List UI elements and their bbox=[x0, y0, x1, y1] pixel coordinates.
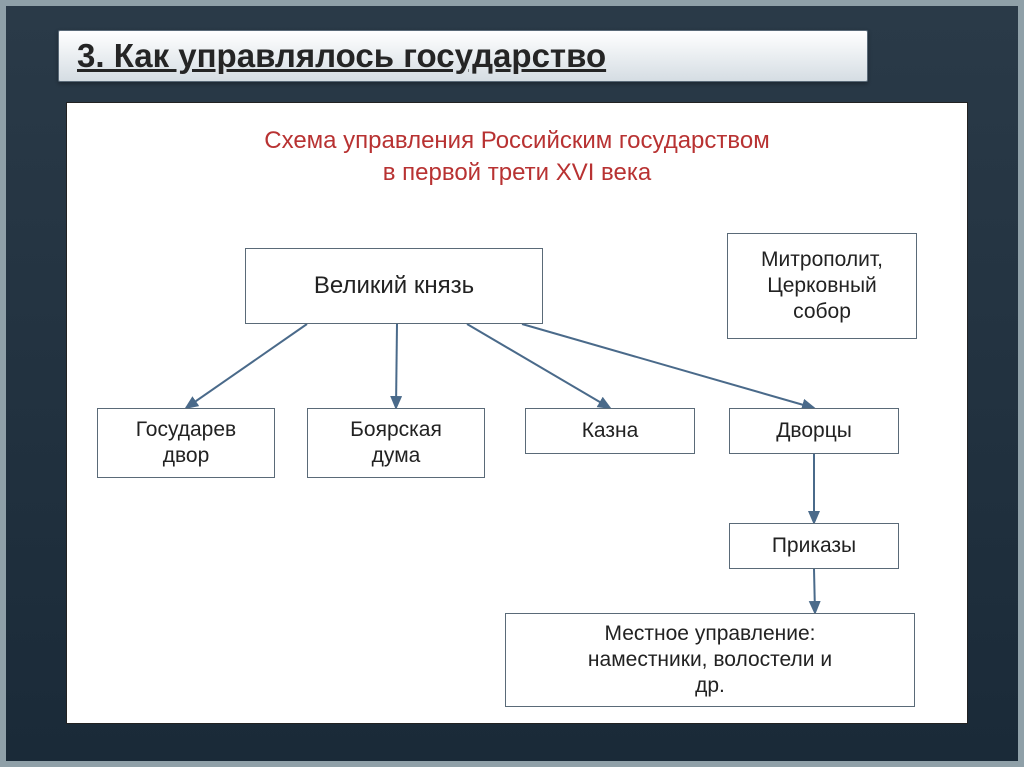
node-prikazy: Приказы bbox=[729, 523, 899, 569]
edge-grand_prince-boyar_duma bbox=[396, 324, 397, 408]
node-dvortsy: Дворцы bbox=[729, 408, 899, 454]
node-kazna: Казна bbox=[525, 408, 695, 454]
slide-title-bar: 3. Как управлялось государство bbox=[58, 30, 868, 82]
node-boyar_duma: Боярская дума bbox=[307, 408, 485, 478]
diagram-panel: Схема управления Российским государством… bbox=[66, 102, 968, 724]
node-local: Местное управление: наместники, волостел… bbox=[505, 613, 915, 707]
node-metropolitan: Митрополит, Церковный собор bbox=[727, 233, 917, 339]
subtitle-line-1: Схема управления Российским государством bbox=[264, 127, 769, 154]
diagram-subtitle: Схема управления Российским государством… bbox=[67, 125, 967, 190]
subtitle-line-2: в первой трети XVI века bbox=[383, 159, 652, 186]
node-gos_dvor: Государев двор bbox=[97, 408, 275, 478]
node-grand_prince: Великий князь bbox=[245, 248, 543, 324]
edge-grand_prince-kazna bbox=[467, 324, 610, 408]
edge-prikazy-local bbox=[814, 569, 815, 613]
slide-heading: 3. Как управлялось государство bbox=[77, 37, 606, 74]
slide-frame: 3. Как управлялось государство Схема упр… bbox=[0, 0, 1024, 767]
edge-grand_prince-gos_dvor bbox=[186, 324, 307, 408]
